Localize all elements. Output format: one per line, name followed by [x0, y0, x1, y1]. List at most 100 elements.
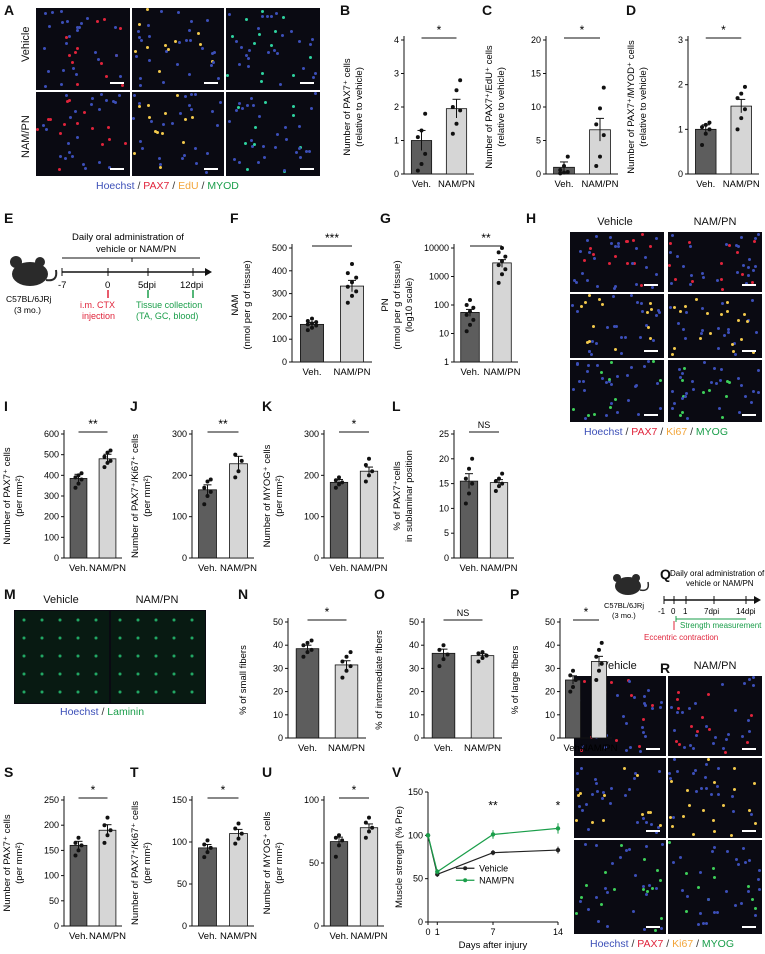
x-tick-label: NAM/PN	[220, 931, 257, 942]
y-tick-label: 2	[678, 80, 683, 90]
nucleus-dot	[657, 311, 661, 315]
y-tick-label: 25	[439, 429, 449, 439]
nucleus-dot	[726, 328, 730, 332]
nucleus-dot	[146, 103, 150, 107]
nucleus-dot	[688, 744, 692, 748]
data-point	[348, 650, 353, 655]
y-tick-label: 100	[172, 837, 187, 847]
bar	[329, 841, 349, 927]
panel-letter-n: N	[238, 586, 249, 602]
nucleus-dot	[670, 824, 674, 828]
nucleus-dot	[314, 92, 318, 96]
nucleus-dot	[716, 279, 720, 283]
nucleus-dot	[641, 233, 645, 237]
x-tick-label: NAM/PN	[481, 563, 518, 574]
nucleus-dot	[253, 126, 257, 130]
nucleus-dot	[257, 33, 261, 37]
nucleus-dot	[676, 691, 680, 695]
data-point	[594, 654, 599, 659]
nucleus-dot	[754, 913, 758, 917]
nucleus-dot	[749, 400, 753, 404]
data-point	[350, 280, 354, 285]
nucleus-dot	[64, 157, 68, 161]
nucleus-dot	[646, 889, 650, 893]
y-tick-label: 200	[172, 470, 187, 480]
nucleus-dot	[161, 80, 165, 84]
axis-label-y: (per mm²)	[142, 842, 153, 884]
nucleus-dot	[748, 258, 752, 262]
nucleus-dot	[641, 310, 645, 314]
nucleus-dot	[725, 242, 729, 246]
data-point	[73, 853, 78, 858]
nucleus-dot	[612, 324, 616, 328]
nucleus-dot	[691, 280, 695, 284]
data-point	[79, 471, 84, 476]
nucleus-dot	[681, 379, 685, 383]
nucleus-dot	[298, 156, 302, 160]
nucleus-dot	[586, 341, 590, 345]
eccentric-label: Eccentric contraction	[644, 633, 718, 642]
nucleus-dot	[602, 791, 606, 795]
data-point	[450, 105, 455, 109]
nucleus-dot	[635, 300, 639, 304]
nucleus-dot	[610, 787, 614, 791]
nucleus-dot	[275, 133, 279, 137]
x-tick-label: Veh.	[554, 179, 573, 190]
nucleus-dot	[616, 242, 620, 246]
nucleus-dot	[111, 99, 115, 103]
nucleus-dot	[604, 414, 608, 418]
nucleus-dot	[184, 95, 188, 99]
nucleus-dot	[652, 360, 656, 364]
nucleus-dot	[714, 381, 718, 385]
nucleus-dot	[63, 122, 67, 126]
nucleus-dot	[170, 122, 174, 126]
nucleus-dot	[705, 311, 709, 315]
nucleus-dot	[683, 395, 687, 399]
nucleus-dot	[750, 897, 754, 901]
nucleus-dot	[158, 162, 162, 166]
nucleus-dot	[698, 870, 702, 874]
col-label-vehicle: Vehicle	[601, 660, 637, 672]
data-point	[441, 657, 446, 662]
nucleus-dot	[605, 890, 609, 894]
data-point	[700, 125, 705, 130]
nucleus-dot	[717, 793, 721, 797]
nucleus-dot	[291, 104, 295, 108]
data-point	[333, 835, 338, 840]
nucleus-dot	[672, 758, 676, 762]
data-point	[102, 823, 107, 828]
nucleus-dot	[689, 725, 693, 729]
chart-u: Number of MYOG⁺ cells (per mm²) 0 50 100 Veh.…	[262, 783, 388, 942]
micrograph-h-nampn-pax7	[668, 232, 762, 292]
data-point	[102, 465, 107, 470]
bar	[334, 664, 359, 739]
nucleus-dot	[114, 25, 118, 29]
data-point	[305, 328, 310, 333]
nucleus-dot	[575, 281, 579, 285]
nucleus-dot	[297, 147, 301, 151]
x-tick-label: NAM/PN	[723, 179, 760, 190]
data-point	[337, 475, 341, 480]
bar	[98, 458, 117, 559]
bar	[300, 323, 325, 363]
data-point	[571, 684, 575, 689]
nucleus-dot	[596, 919, 600, 923]
nucleus-dot	[650, 704, 654, 708]
nucleus-dot	[212, 50, 216, 54]
y-tick-label: 30	[273, 663, 283, 673]
axis-label-y: Number of PAX7⁺ cells	[2, 814, 13, 911]
nucleus-dot	[746, 741, 750, 745]
y-tick-label: 200	[44, 512, 59, 522]
data-point	[597, 647, 601, 652]
col-label-vehicle: Vehicle	[597, 216, 633, 228]
nucleus-dot	[681, 889, 685, 893]
x-tick-label: NAM/PN	[582, 179, 619, 190]
nucleus-dot	[198, 43, 202, 47]
axis-label-x: Days after injury	[459, 940, 528, 951]
nucleus-dot	[138, 76, 142, 80]
timeline-title-line1: Daily oral administration of	[670, 569, 765, 578]
data-point	[350, 261, 354, 266]
data-point	[573, 678, 578, 682]
timeline-arrowhead	[205, 268, 212, 276]
data-point	[500, 246, 504, 250]
